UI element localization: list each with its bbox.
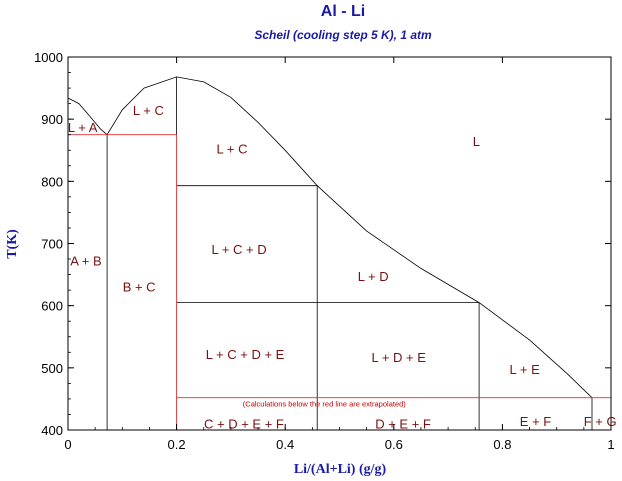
region-label: L + C + D <box>211 242 266 257</box>
x-tick-label: 0.4 <box>276 437 294 452</box>
y-tick-label: 900 <box>41 112 63 127</box>
plot-area: L + A L + C L + C L A + B B + C L + C + D L + D… <box>67 76 617 431</box>
liquidus-right-curve <box>106 76 593 398</box>
region-label: L + C + D + E <box>206 347 285 362</box>
region-label: D + E + F <box>375 416 431 431</box>
x-tick-label: 0.2 <box>168 437 186 452</box>
liquidus-left-curve <box>67 97 108 136</box>
region-label: L + D <box>358 269 389 284</box>
region-label: F + G <box>584 414 617 429</box>
chart-subtitle: Scheil (cooling step 5 K), 1 atm <box>254 28 432 42</box>
y-tick-label: 400 <box>41 423 63 438</box>
region-label: L + C <box>217 142 248 157</box>
region-label: L + E <box>510 362 541 377</box>
y-axis: 400 500 600 700 800 900 1000 <box>34 50 611 438</box>
x-tick-label: 0.8 <box>493 437 511 452</box>
region-label: A + B <box>70 254 101 269</box>
region-label: B + C <box>123 280 156 295</box>
region-label: L <box>473 134 480 149</box>
region-label: L + C <box>133 103 164 118</box>
x-tick-label: 0.6 <box>385 437 403 452</box>
y-tick-label: 500 <box>41 361 63 376</box>
chart-title: Al - Li <box>321 3 365 20</box>
y-axis-title: T(K) <box>5 229 20 259</box>
region-label: L + A <box>68 120 98 135</box>
x-tick-label: 1 <box>607 437 614 452</box>
extrapolation-note: (Calculations below the red line are ext… <box>243 399 407 408</box>
x-axis: 0 0.2 0.4 0.6 0.8 1 <box>64 57 615 452</box>
y-tick-label: 800 <box>41 174 63 189</box>
y-tick-label: 600 <box>41 299 63 314</box>
x-axis-title: Li/(Al+Li) (g/g) <box>294 462 387 477</box>
region-label: L + D + E <box>371 350 426 365</box>
y-tick-label: 1000 <box>34 50 63 65</box>
region-label: C + D + E + F <box>204 416 284 431</box>
x-tick-label: 0 <box>64 437 71 452</box>
y-tick-label: 700 <box>41 237 63 252</box>
region-label: E + F <box>520 414 551 429</box>
